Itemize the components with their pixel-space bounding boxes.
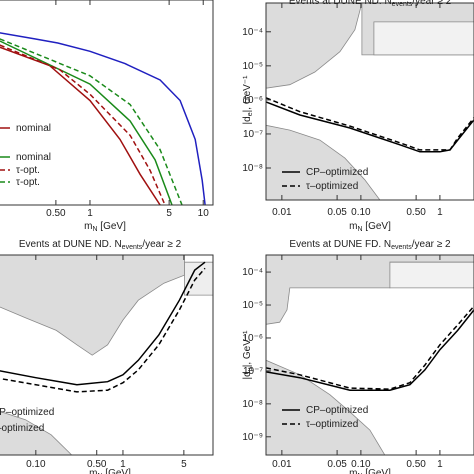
- x-tick-label: 0.50: [406, 207, 426, 218]
- x-tick-label: 0.01: [272, 207, 292, 218]
- y-tick-label: 10⁻⁴: [242, 267, 263, 278]
- y-tick-label: 10⁻⁶: [242, 95, 263, 106]
- y-tick-label: 10⁻⁸: [242, 398, 263, 409]
- curve: [0, 32, 206, 205]
- x-tick-label: 0.10: [351, 459, 371, 470]
- excluded-region: [373, 21, 474, 56]
- legend-label: CP–optimized: [306, 167, 368, 178]
- x-axis-label: mN [GeV]: [349, 221, 391, 234]
- x-tick-label: 0.10: [26, 459, 46, 470]
- legend-label: τ-opt.: [16, 177, 40, 188]
- excluded-region: [266, 124, 381, 200]
- y-tick-label: 10⁻⁷: [243, 129, 263, 140]
- x-tick-label: 0.05: [327, 459, 347, 470]
- curve: [0, 38, 183, 205]
- panel: 0.01 0.05 0.10 0.50 1 10⁻⁴ 10⁻⁵ 10⁻⁶ 10⁻⁷ 10⁻⁸ mN …: [242, 0, 474, 233]
- frame: [265, 2, 474, 201]
- legend-label: nominal: [16, 123, 51, 134]
- legend-label: nominal: [16, 152, 51, 163]
- curve: [0, 261, 206, 386]
- excluded-region: [389, 261, 474, 289]
- curve: [266, 309, 474, 391]
- frame: [265, 254, 474, 456]
- curve: [266, 97, 474, 151]
- x-axis-label: mN [GeV]: [84, 221, 126, 234]
- plot-area: [0, 255, 213, 455]
- legend-label: τ–optimized: [0, 423, 44, 434]
- y-tick-label: 10⁻⁶: [242, 333, 263, 344]
- plot-area: [266, 3, 474, 200]
- x-tick-label: 1: [87, 208, 93, 219]
- panel: 0.01 0.05 0.10 0.50 1 10⁻⁴ 10⁻⁵ 10⁻⁶ 10⁻⁷ 10⁻⁸ 10⁻…: [242, 239, 474, 474]
- curve: [266, 101, 474, 153]
- curve: [266, 305, 474, 390]
- legend-label: τ-opt.: [16, 165, 40, 176]
- x-tick-label: 0.10: [351, 207, 371, 218]
- x-tick-label: 5: [166, 208, 172, 219]
- plot-area: [266, 255, 474, 455]
- panel-title: Events at DUNE FD. Nevents/year ≥ 2: [289, 239, 451, 252]
- excluded-region: [0, 411, 73, 455]
- plot-area: [0, 32, 206, 205]
- legend-label: τ–optimized: [306, 181, 358, 192]
- y-tick-label: 10⁻⁴: [242, 26, 263, 37]
- curve: [0, 267, 206, 393]
- curve: [0, 44, 166, 205]
- excluded-region: [0, 255, 185, 356]
- x-tick-label: 0.50: [406, 459, 426, 470]
- panel-title: Events at DUNE ND. Nevents/year ≥ 2: [289, 0, 452, 8]
- x-tick-label: 0.01: [272, 459, 292, 470]
- y-tick-label: 10⁻⁵: [242, 300, 263, 311]
- x-tick-label: 10: [198, 208, 210, 219]
- curve: [0, 46, 161, 205]
- x-tick-label: 1: [437, 207, 443, 218]
- y-axis-label: |de|, GeV⁻¹: [242, 75, 255, 125]
- y-tick-label: 10⁻⁸: [242, 163, 263, 174]
- excluded-region: [266, 359, 386, 455]
- excluded-region: [266, 3, 363, 89]
- y-axis-label: |dμ|, GeV⁻¹: [242, 330, 255, 380]
- legend-label: CP–optimized: [306, 405, 368, 416]
- frame: [0, 0, 214, 206]
- legend-label: CP–optimized: [0, 407, 54, 418]
- x-tick-label: 0.05: [327, 207, 347, 218]
- x-axis-label: mN [GeV]: [349, 468, 391, 474]
- legend-label: τ–optimized: [306, 419, 358, 430]
- x-tick-label: 0.50: [46, 208, 66, 219]
- y-tick-label: 10⁻⁹: [242, 431, 263, 442]
- x-tick-label: 1: [437, 459, 443, 470]
- frame: [0, 254, 214, 456]
- x-axis-label: mN [GeV]: [89, 468, 131, 474]
- x-tick-label: 1: [120, 459, 126, 470]
- panel: 0.10 0.50 1 5 mN [GeV] Events at DUNE ND. Nev…: [0, 239, 214, 474]
- excluded-region: [266, 255, 474, 325]
- x-tick-label: 5: [181, 459, 187, 470]
- y-tick-label: 10⁻⁷: [243, 366, 263, 377]
- y-tick-label: 10⁻⁵: [242, 60, 263, 71]
- panel-title: Events at DUNE ND. Nevents/year ≥ 2: [19, 239, 182, 252]
- panel: 0.50 1 5 10 mN [GeV] nominal nominal τ-opt.τ-op…: [0, 0, 214, 234]
- x-tick-label: 0.50: [87, 459, 107, 470]
